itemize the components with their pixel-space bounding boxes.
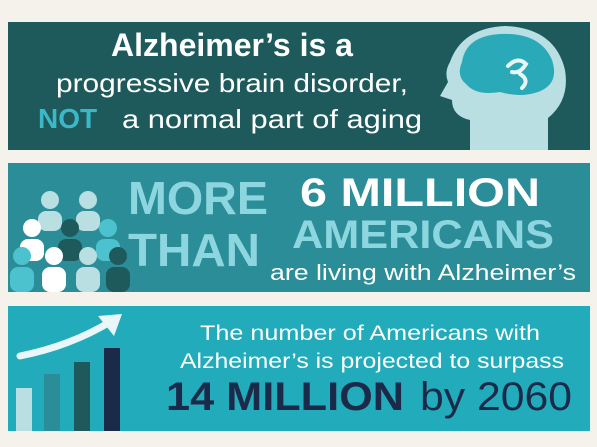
text-line: progressive brain disorder, [56,68,408,98]
text-line: The number of Americans with [200,322,540,345]
text-line: are living with Alzheimer’s [270,260,576,285]
infographic: Alzheimer’s is a progressive brain disor… [0,0,597,447]
figure: 6 MILLION [300,171,540,215]
headline: Alzheimer’s is a [111,27,353,63]
lead-word: THAN [128,224,260,276]
text-line: Alzheimer’s is projected to surpass [180,350,564,373]
text-line: by 2060 [420,375,572,419]
noun: AMERICANS [292,213,554,257]
text-line: a normal part of aging [122,104,422,134]
lead-word: MORE [128,172,268,224]
highlight: NOT [38,103,97,134]
figure: 14 MILLION [166,375,404,419]
